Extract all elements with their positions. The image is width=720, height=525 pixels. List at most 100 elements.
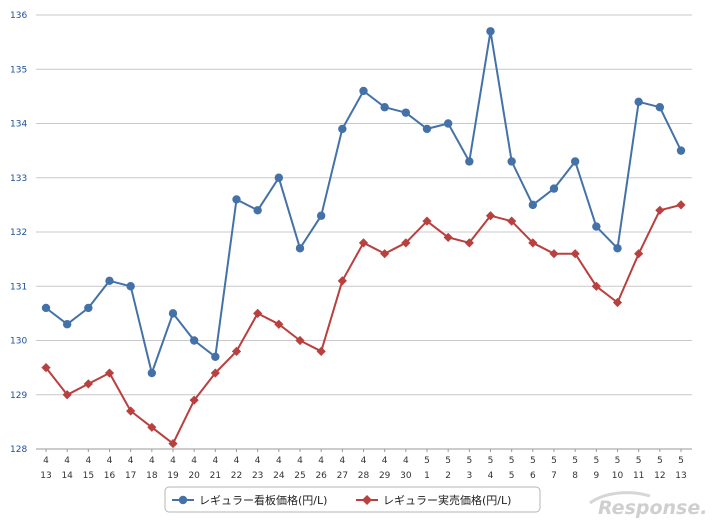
x-tick-label-month: 5 xyxy=(615,456,621,466)
y-tick-label: 136 xyxy=(10,11,27,21)
data-point-actual xyxy=(358,238,369,248)
x-tick-label-day: 7 xyxy=(551,471,557,481)
x-tick-label-month: 5 xyxy=(636,456,642,466)
data-point-signboard xyxy=(613,244,622,253)
data-point-signboard xyxy=(634,97,643,107)
y-tick-label: 135 xyxy=(10,65,27,75)
data-point-signboard xyxy=(147,368,157,378)
data-point-signboard xyxy=(401,108,411,117)
data-point-signboard xyxy=(126,282,135,291)
x-tick-label-month: 5 xyxy=(488,456,494,466)
data-point-actual xyxy=(591,281,601,291)
data-point-actual xyxy=(210,368,220,378)
x-tick-label-month: 4 xyxy=(85,456,91,466)
x-tick-label-day: 13 xyxy=(40,471,51,481)
x-tick-label-month: 4 xyxy=(361,456,367,466)
x-tick-label-month: 4 xyxy=(212,456,218,466)
data-point-actual xyxy=(274,319,284,329)
data-point-signboard xyxy=(465,157,474,166)
x-tick-label-month: 5 xyxy=(509,456,515,466)
x-tick-label-month: 4 xyxy=(64,456,70,466)
data-point-signboard xyxy=(274,173,284,182)
x-tick-label-month: 4 xyxy=(403,456,409,466)
x-tick-label-day: 24 xyxy=(273,471,285,481)
legend-marker-actual xyxy=(362,495,372,505)
data-point-actual xyxy=(295,335,305,346)
data-point-actual xyxy=(62,390,72,400)
y-tick-label: 133 xyxy=(10,174,27,184)
data-point-actual xyxy=(126,406,136,416)
series-line-signboard xyxy=(45,30,682,374)
data-point-actual xyxy=(634,249,644,259)
data-point-signboard xyxy=(380,103,389,112)
x-tick-label-month: 5 xyxy=(657,456,663,466)
x-tick-label-day: 3 xyxy=(466,471,472,481)
x-tick-label-month: 4 xyxy=(128,456,134,466)
y-tick-label: 132 xyxy=(10,228,27,238)
x-tick-label-day: 17 xyxy=(125,471,136,481)
data-point-actual xyxy=(570,249,580,259)
x-tick-label-month: 4 xyxy=(276,456,282,466)
x-tick-label-day: 8 xyxy=(572,471,578,481)
x-tick-label-month: 4 xyxy=(43,456,49,466)
x-tick-label-day: 20 xyxy=(188,471,200,481)
x-tick-label-day: 10 xyxy=(612,471,624,481)
data-point-signboard xyxy=(189,336,199,345)
x-tick-label-month: 5 xyxy=(593,456,599,466)
data-point-signboard xyxy=(211,352,220,361)
x-tick-label-day: 30 xyxy=(400,471,412,481)
data-point-actual xyxy=(104,368,115,378)
data-point-signboard xyxy=(84,303,93,313)
x-tick-label-day: 15 xyxy=(83,471,94,481)
y-tick-label: 131 xyxy=(10,282,27,292)
x-tick-label-day: 2 xyxy=(445,471,451,481)
data-point-signboard xyxy=(168,309,178,318)
x-tick-label-day: 28 xyxy=(358,471,370,481)
data-point-signboard xyxy=(507,157,516,166)
x-tick-label-day: 9 xyxy=(593,471,599,481)
x-tick-label-day: 22 xyxy=(231,471,242,481)
data-point-signboard xyxy=(253,206,262,215)
data-point-actual xyxy=(443,232,453,243)
x-tick-label-month: 4 xyxy=(234,456,240,466)
data-point-signboard xyxy=(592,222,601,231)
x-tick-label-month: 5 xyxy=(445,456,451,466)
gridlines xyxy=(36,14,692,450)
x-tick-label-month: 5 xyxy=(424,456,430,466)
watermark-swoosh-icon xyxy=(589,491,651,505)
x-tick-label-month: 5 xyxy=(551,456,557,466)
y-tick-label: 129 xyxy=(10,391,27,401)
x-tick-label-month: 5 xyxy=(678,456,684,466)
data-point-signboard xyxy=(105,276,114,286)
data-point-signboard xyxy=(316,211,326,220)
x-tick-label-day: 5 xyxy=(509,471,515,481)
x-tick-label-month: 5 xyxy=(572,456,578,466)
x-tick-label-day: 6 xyxy=(530,471,536,481)
legend: レギュラー看板価格(円/L) レギュラー実売価格(円/L) xyxy=(164,486,541,513)
data-point-actual xyxy=(612,297,623,308)
data-point-actual xyxy=(253,308,263,318)
x-tick-label-day: 26 xyxy=(315,471,327,481)
y-tick-label: 130 xyxy=(10,337,27,347)
x-tick-label-month: 4 xyxy=(149,456,155,466)
x-tick-label-month: 4 xyxy=(297,456,303,466)
data-point-actual xyxy=(83,379,93,389)
data-point-actual xyxy=(422,216,432,226)
y-tick-label: 134 xyxy=(10,120,27,130)
data-point-signboard xyxy=(570,157,580,166)
data-point-signboard xyxy=(295,244,305,253)
x-tick-label-month: 4 xyxy=(107,456,113,466)
data-point-signboard xyxy=(359,86,368,96)
data-point-actual xyxy=(655,205,665,215)
data-point-signboard xyxy=(338,124,347,134)
data-point-actual xyxy=(168,438,178,449)
data-point-actual xyxy=(528,238,538,248)
data-point-actual xyxy=(549,249,559,259)
data-point-actual xyxy=(337,276,347,286)
x-axis-ticks: 4134144154164174184194204214224234244254… xyxy=(40,449,687,481)
x-tick-label-day: 11 xyxy=(633,471,644,481)
x-tick-label-day: 12 xyxy=(654,471,665,481)
data-point-signboard xyxy=(443,119,453,128)
data-point-actual xyxy=(507,216,517,226)
legend-label-actual: レギュラー実売価格(円/L) xyxy=(383,493,511,507)
